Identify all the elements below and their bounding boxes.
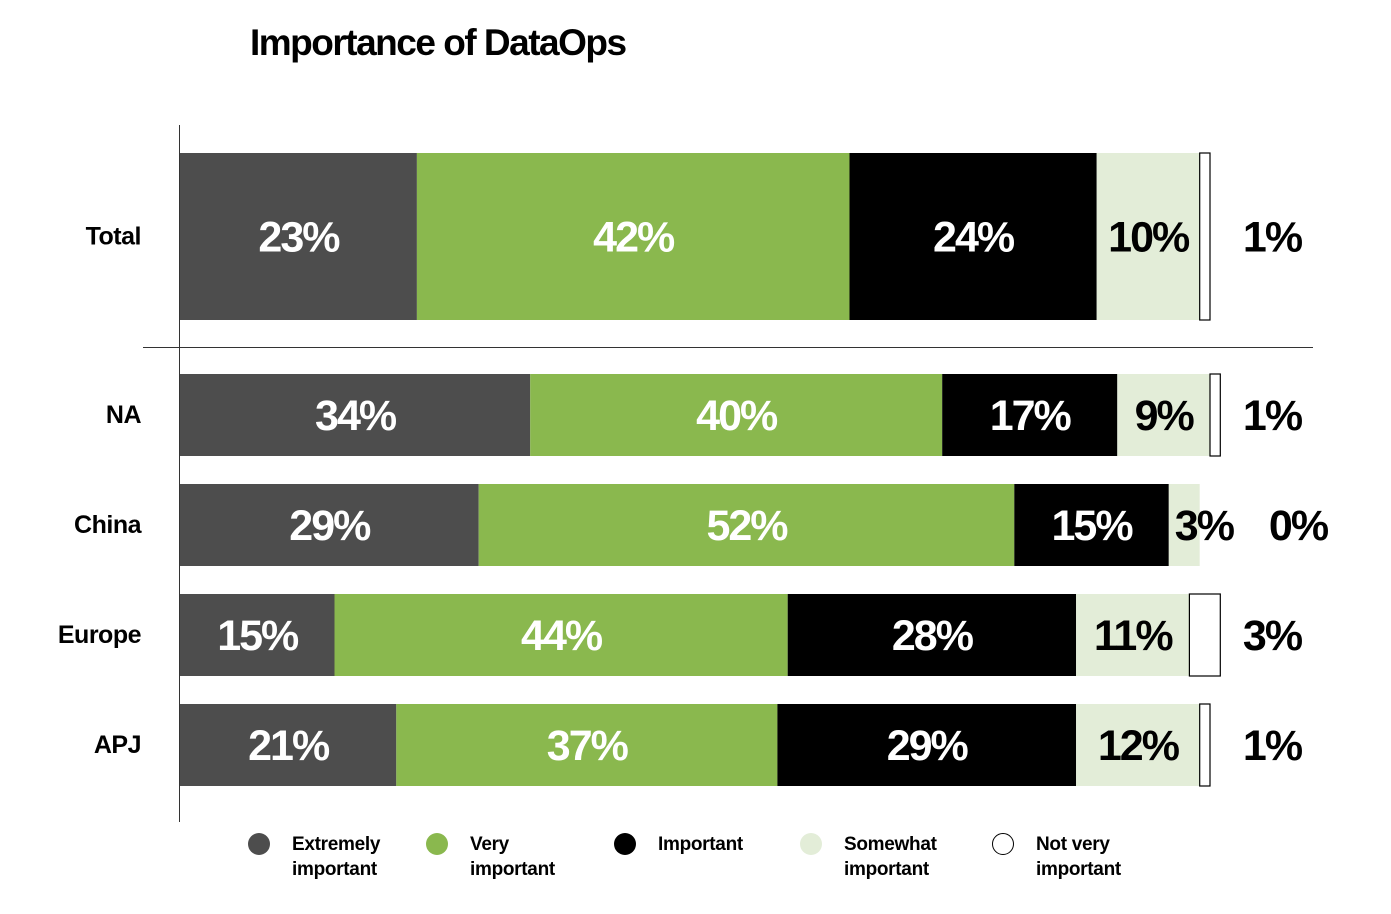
data-label-china-not-very-important: 0% — [1269, 502, 1329, 550]
legend-swatch-somewhat-important — [800, 833, 822, 855]
category-label-china: China — [74, 511, 143, 539]
legend-text: Somewhat — [844, 834, 937, 855]
bar-apj-somewhat-important — [1076, 704, 1200, 786]
category-label-na: NA — [106, 401, 142, 429]
category-label-europe: Europe — [58, 621, 142, 649]
bar-europe-extremely-important — [180, 594, 335, 676]
data-label-total-extremely-important: 23% — [258, 214, 340, 262]
bar-total-somewhat-important — [1096, 153, 1200, 320]
data-label-apj-not-very-important: 1% — [1243, 722, 1303, 770]
bar-europe-somewhat-important — [1076, 594, 1190, 676]
category-label-apj: APJ — [94, 731, 141, 759]
legend-text: important — [470, 859, 555, 880]
data-label-na-important: 17% — [990, 392, 1072, 440]
data-label-apj-extremely-important: 21% — [248, 722, 330, 770]
bar-na-not-very-important — [1209, 373, 1221, 457]
bar-total-important — [849, 153, 1097, 320]
data-label-europe-somewhat-important: 11% — [1094, 612, 1173, 660]
data-label-china-extremely-important: 29% — [289, 502, 371, 550]
bar-apj-not-very-important — [1199, 703, 1211, 787]
bar-europe-very-important — [334, 594, 788, 676]
data-label-na-very-important: 40% — [696, 392, 778, 440]
bar-total-not-very-important — [1199, 152, 1211, 321]
data-label-total-somewhat-important: 10% — [1108, 214, 1190, 262]
legend-text: Extremely — [292, 834, 381, 855]
legend-swatch-not-very-important — [992, 833, 1014, 855]
data-label-europe-very-important: 44% — [521, 612, 603, 660]
bar-na-somewhat-important — [1117, 374, 1210, 456]
bar-europe-important — [787, 594, 1077, 676]
bar-china-somewhat-important — [1168, 484, 1200, 566]
bar-na-very-important — [530, 374, 943, 456]
bar-total-very-important — [416, 153, 850, 320]
data-label-total-important: 24% — [933, 214, 1015, 262]
bar-china-extremely-important — [180, 484, 479, 566]
legend-text: Important — [658, 834, 743, 855]
data-label-na-not-very-important: 1% — [1243, 392, 1303, 440]
legend-swatch-very-important — [426, 833, 448, 855]
legend-label-extremely-important: Extremely important — [292, 832, 380, 882]
data-label-china-important: 15% — [1052, 502, 1134, 550]
data-label-europe-important: 28% — [892, 612, 974, 660]
data-label-na-extremely-important: 34% — [315, 392, 397, 440]
bar-china-important — [1014, 484, 1169, 566]
legend-text: important — [1036, 859, 1121, 880]
bar-apj-very-important — [396, 704, 778, 786]
legend-text: important — [844, 859, 929, 880]
legend-label-very-important: Very important — [470, 832, 555, 882]
data-label-total-very-important: 42% — [593, 214, 675, 262]
legend-label-somewhat-important: Somewhat important — [844, 832, 937, 882]
legend-item-very-important: Very important — [426, 832, 555, 882]
bar-china-very-important — [478, 484, 1015, 566]
legend-label-important: Important — [658, 832, 743, 857]
data-label-total-not-very-important: 1% — [1243, 214, 1303, 262]
chart-title: Importance of DataOps — [250, 22, 627, 63]
bar-apj-extremely-important — [180, 704, 397, 786]
legend-item-somewhat-important: Somewhat important — [800, 832, 937, 882]
legend-text: Not very — [1036, 834, 1110, 855]
category-label-total: Total — [86, 223, 141, 251]
data-label-apj-very-important: 37% — [547, 722, 629, 770]
legend-label-not-very-important: Not very important — [1036, 832, 1121, 882]
legend-swatch-extremely-important — [248, 833, 270, 855]
data-label-apj-important: 29% — [887, 722, 969, 770]
bar-apj-important — [777, 704, 1077, 786]
legend-text: important — [292, 859, 377, 880]
data-label-europe-extremely-important: 15% — [217, 612, 299, 660]
legend-swatch-important — [614, 833, 636, 855]
bar-na-extremely-important — [180, 374, 531, 456]
bar-na-important — [942, 374, 1118, 456]
bar-europe-not-very-important — [1188, 593, 1221, 677]
legend-item-important: Important — [614, 832, 743, 857]
data-label-china-very-important: 52% — [706, 502, 788, 550]
data-label-china-somewhat-important: 3% — [1175, 502, 1235, 550]
data-label-na-somewhat-important: 9% — [1135, 392, 1195, 440]
data-label-apj-somewhat-important: 12% — [1098, 722, 1180, 770]
legend-text: Very — [470, 834, 509, 855]
bar-total-extremely-important — [180, 153, 417, 320]
data-label-europe-not-very-important: 3% — [1243, 612, 1303, 660]
legend-item-extremely-important: Extremely important — [248, 832, 380, 882]
legend-item-not-very-important: Not very important — [992, 832, 1121, 882]
